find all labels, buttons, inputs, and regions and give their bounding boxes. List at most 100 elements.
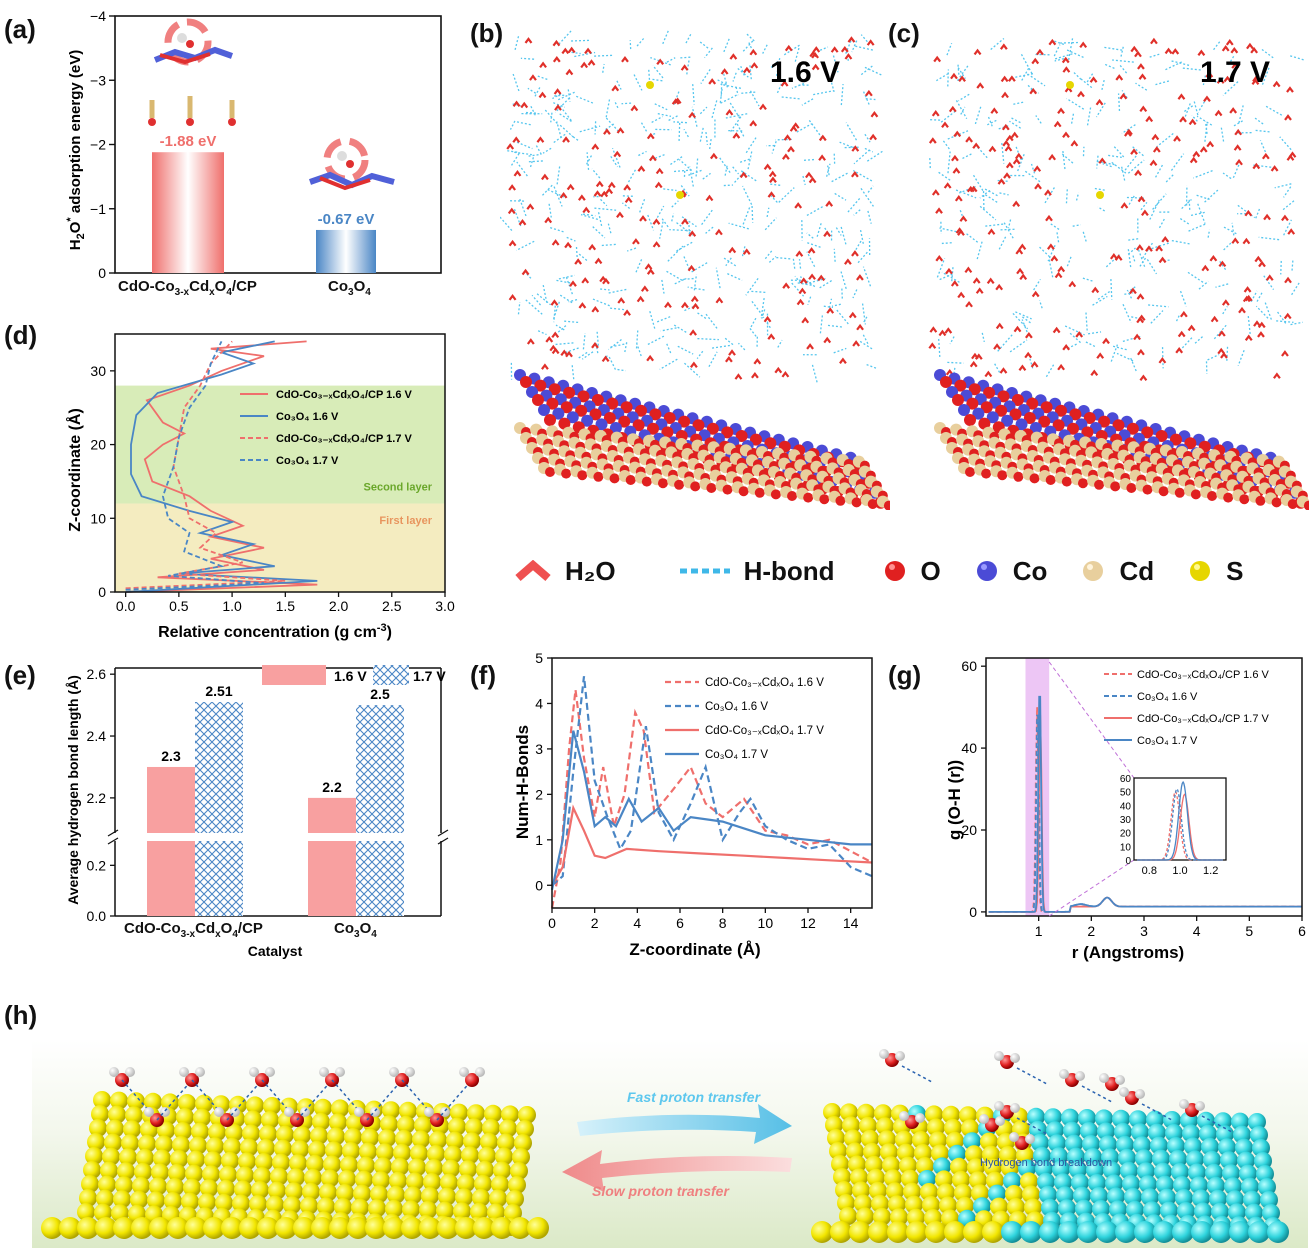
slab-atom [548,383,561,396]
water-molecule [580,61,589,69]
legend-cd: Cd [1081,556,1154,587]
water-molecule [591,306,600,313]
water-molecule [787,145,795,153]
yellow-atom [378,1129,396,1148]
yellow-atom [181,1192,199,1211]
hbond-line [949,336,955,345]
chart-f-ytick-label: 4 [535,695,543,711]
hbond-line [705,313,719,331]
o-atom [1013,471,1024,482]
hbond-line [1124,292,1134,295]
hbond-line [1126,196,1144,199]
yellow-atom [461,1146,479,1165]
hbond-line [768,256,777,263]
chart-f-xtick-label: 6 [676,915,684,931]
hbond-line [1021,316,1031,324]
water-molecule [798,287,807,295]
water-molecule [603,128,611,135]
chart-f-ylabel: Num-H-Bonds [513,725,532,839]
water-molecule [644,263,653,270]
slab-atom [1040,401,1053,414]
chart-d-ylabel: Z-coordinate (Å) [65,408,84,532]
fast-transfer-label: Fast proton transfer [627,1089,762,1105]
yellow-atom [323,1155,341,1174]
hbond-line [678,56,691,59]
h-atom [1115,1075,1125,1085]
yellow-atom [321,1169,339,1188]
water-molecule [1134,169,1142,176]
water-molecule [688,111,697,119]
chart-f-xtick-label: 14 [843,915,859,931]
yellow-atom [153,1149,171,1168]
hbond-line [1283,186,1292,198]
hbond-line [1110,279,1113,300]
hbond-line [1222,172,1232,180]
hbond-line [829,172,848,183]
water-molecule [1033,165,1042,172]
water-molecule [1119,93,1128,100]
hbond-line [635,330,639,349]
h-atom [899,1111,909,1121]
hbond-line [1096,160,1115,166]
o-atom [738,486,749,497]
chart-a-data-label: -0.67 eV [318,211,375,228]
water-molecule [541,363,549,370]
water-molecule [976,82,985,89]
hbond-line [1038,300,1043,309]
water-molecule [763,315,772,323]
hbond-line [791,282,805,297]
hbond-line [1015,311,1032,320]
hbond-line [1119,46,1124,59]
hbond-line [947,361,964,364]
water-molecule [1272,80,1281,88]
o-atom [997,470,1008,481]
chart-g-inset-ytick-label: 40 [1120,801,1132,812]
yellow-atom [925,1221,947,1243]
hbond-line [1009,116,1021,124]
water-molecule [1250,47,1259,54]
yellow-atom [79,1189,97,1207]
water-molecule [807,247,816,254]
water-molecule [611,84,620,92]
yellow-atom [450,1103,468,1122]
panel-letter-h: (h) [4,1000,38,1030]
hbond-line [951,265,954,282]
yellow-atom [172,1136,190,1154]
chart-g-zoom-line [1048,859,1135,917]
yellow-atom [338,1170,356,1188]
hbond-line [745,33,755,42]
hbond-line [864,133,871,143]
hbond-line [715,267,721,289]
hbond-line [591,297,610,307]
h-atom [879,1049,889,1059]
yellow-atom [272,1153,290,1172]
chart-g-inset-ytick-label: 20 [1120,829,1132,840]
yellow-atom [508,1176,526,1194]
water-molecule [1231,237,1240,244]
water-molecule [1137,314,1146,321]
legend-hbond-label: H-bond [743,555,835,586]
yellow-atom [115,1176,133,1195]
yellow-atom [104,1133,122,1152]
s-atom [1096,191,1104,199]
o-atom [754,487,765,498]
slab-atom [589,408,602,421]
slab-atom [995,404,1008,417]
hbond-line [548,226,564,233]
hbond-line [687,286,705,291]
o-atom [965,467,975,477]
h-atom [109,1067,119,1077]
hbond-line [937,337,941,357]
hbond-line [1181,67,1201,71]
yellow-atom [383,1217,405,1239]
hbond-breakdown-label: Hydrogen bond breakdown [980,1157,1112,1169]
water-molecule [1205,71,1214,78]
water-molecule [560,349,569,357]
hbond-line [592,226,606,239]
hbond-line [552,300,561,320]
water-molecule [1179,116,1187,123]
yellow-atom [495,1147,513,1166]
hbond-icon [679,568,730,574]
legend-bc: H₂O H-bond O Co Cd S [515,548,1305,594]
hbond-line [1123,155,1137,173]
